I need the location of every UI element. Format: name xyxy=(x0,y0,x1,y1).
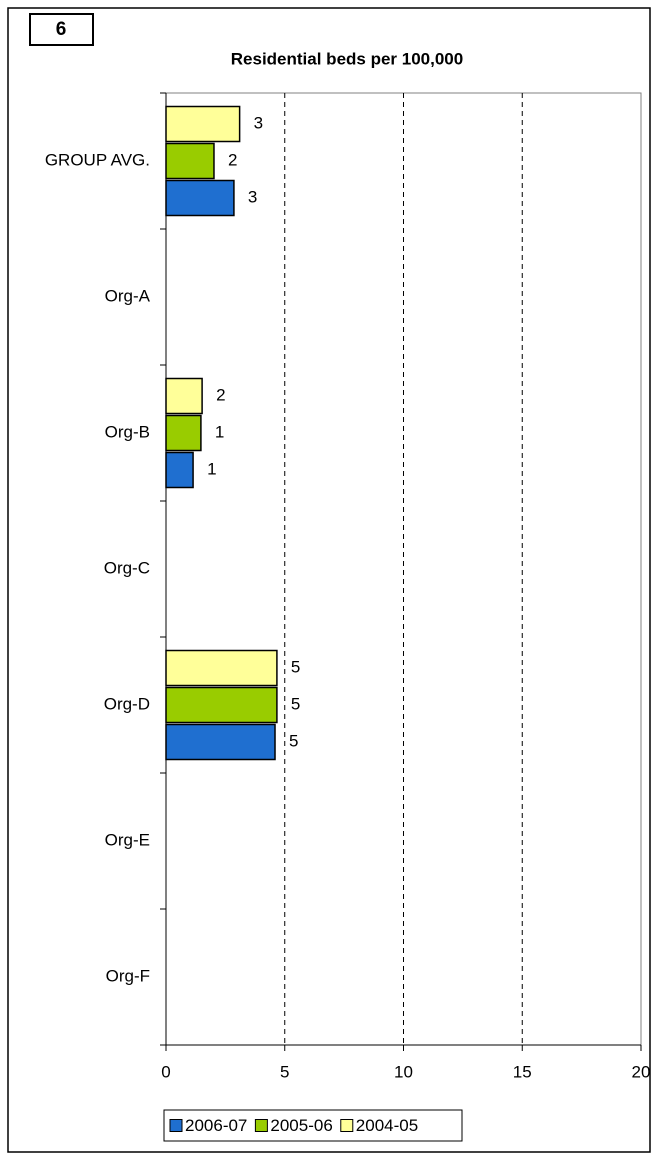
data-label: 1 xyxy=(215,422,224,441)
legend-label: 2005-06 xyxy=(270,1116,332,1135)
data-label: 5 xyxy=(291,657,300,676)
data-label: 2 xyxy=(216,385,225,404)
legend-label: 2004-05 xyxy=(356,1116,418,1135)
data-label: 3 xyxy=(248,187,257,206)
legend-label: 2006-07 xyxy=(185,1116,247,1135)
x-tick-label: 10 xyxy=(394,1062,413,1081)
plot-area xyxy=(165,92,642,1046)
data-label: 2 xyxy=(228,150,237,169)
y-tick-label: Org-D xyxy=(104,694,150,713)
bar xyxy=(165,179,235,217)
y-tick-label: Org-B xyxy=(105,422,150,441)
frame xyxy=(7,7,651,1153)
data-label: 5 xyxy=(289,731,298,750)
y-tick-label: Org-F xyxy=(106,966,150,985)
y-tick-label: GROUP AVG. xyxy=(45,150,150,169)
bar xyxy=(165,414,202,452)
data-label: 3 xyxy=(254,113,263,132)
bar xyxy=(165,686,278,724)
legend-swatch xyxy=(169,1119,183,1132)
chart-title: Residential beds per 100,000 xyxy=(231,49,463,68)
y-tick-label: Org-C xyxy=(104,558,150,577)
bar xyxy=(165,105,241,143)
y-tick-label: Org-E xyxy=(105,830,150,849)
panel-label: 6 xyxy=(56,19,67,40)
x-tick-label: 15 xyxy=(513,1062,532,1081)
bar xyxy=(165,142,215,180)
bar xyxy=(165,723,276,761)
x-tick-label: 5 xyxy=(280,1062,289,1081)
panel-box xyxy=(29,13,94,46)
bar xyxy=(165,649,278,687)
legend-swatch xyxy=(340,1119,354,1132)
data-label: 1 xyxy=(207,459,216,478)
legend-box xyxy=(163,1109,463,1142)
bar xyxy=(165,451,194,489)
bar xyxy=(165,377,203,415)
x-tick-label: 0 xyxy=(161,1062,170,1081)
y-tick-label: Org-A xyxy=(105,286,151,305)
legend-swatch xyxy=(254,1119,268,1132)
data-label: 5 xyxy=(291,694,300,713)
x-tick-label: 20 xyxy=(632,1062,651,1081)
